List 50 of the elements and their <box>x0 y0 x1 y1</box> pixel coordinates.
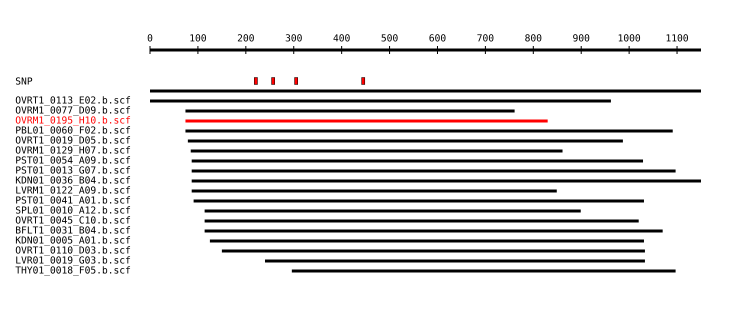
bar <box>188 139 623 142</box>
x-tick-label: 300 <box>286 34 302 42</box>
bar <box>292 269 676 272</box>
y-tick-label: OVRM1_0077_D09.b.scf <box>16 106 130 116</box>
y-tick-label: SNP <box>16 77 32 85</box>
bar <box>194 199 644 202</box>
x-tick-label: 100 <box>190 34 206 42</box>
y-tick-label: SPL01_0010_A12.b.scf <box>16 206 130 216</box>
x-tick-label: 1000 <box>618 34 640 42</box>
x-tick-label: 1100 <box>666 34 688 42</box>
bar <box>192 169 676 172</box>
bar <box>185 109 515 112</box>
y-tick-label: OVRT1_0019_D05.b.scf <box>16 136 130 146</box>
bar <box>204 229 663 232</box>
bar <box>185 119 548 122</box>
bar <box>192 159 644 162</box>
y-tick-label: OVRM1_0129_H07.b.scf <box>16 146 130 156</box>
bar <box>192 179 701 182</box>
bar <box>222 249 645 252</box>
bar <box>150 89 701 92</box>
x-tick-label: 400 <box>333 34 350 42</box>
y-tick-label: OVRT1_0045_C10.b.scf <box>16 216 130 226</box>
bar <box>204 209 581 212</box>
y-tick-label: OVRM1_0195_H10.b.scf <box>16 116 130 126</box>
y-tick-label: PST01_0013_G07.b.scf <box>16 166 130 176</box>
y-tick-label: KDN01_0005_A01.b.scf <box>16 236 130 246</box>
x-tick-label: 0 <box>148 34 152 42</box>
bar <box>192 189 557 192</box>
y-tick-label: KDN01_0036_B04.b.scf <box>16 176 130 186</box>
bar <box>210 239 644 242</box>
x-tick-label: 700 <box>477 34 494 42</box>
y-tick-label: OVRT1_0110_D03.b.scf <box>16 246 130 256</box>
x-tick-label: 500 <box>382 34 398 42</box>
y-tick-label: PBL01_0060_F02.b.scf <box>16 126 130 136</box>
y-tick-label: PST01_0041_A01.b.scf <box>16 196 130 206</box>
bar <box>150 99 611 102</box>
x-tick-label: 200 <box>238 34 254 42</box>
bar <box>264 259 645 262</box>
x-tick-label: 800 <box>525 34 542 42</box>
x-tick-label: 900 <box>573 34 590 42</box>
x-tick-label: 600 <box>429 34 446 42</box>
bar <box>190 149 563 152</box>
y-tick-label: BFLT1_0031_B04.b.scf <box>16 226 130 236</box>
y-tick-label: THY01_0018_F05.b.scf <box>16 266 130 276</box>
y-tick-label: OVRT1_0113_E02.b.scf <box>16 96 130 106</box>
bar <box>185 129 673 132</box>
y-tick-label: PST01_0054_A09.b.scf <box>16 156 130 166</box>
bar <box>204 219 639 222</box>
y-tick-label: LVR01_0019_G03.b.scf <box>16 256 130 266</box>
y-tick-label: LVRM1_0122_A09.b.scf <box>16 186 130 196</box>
